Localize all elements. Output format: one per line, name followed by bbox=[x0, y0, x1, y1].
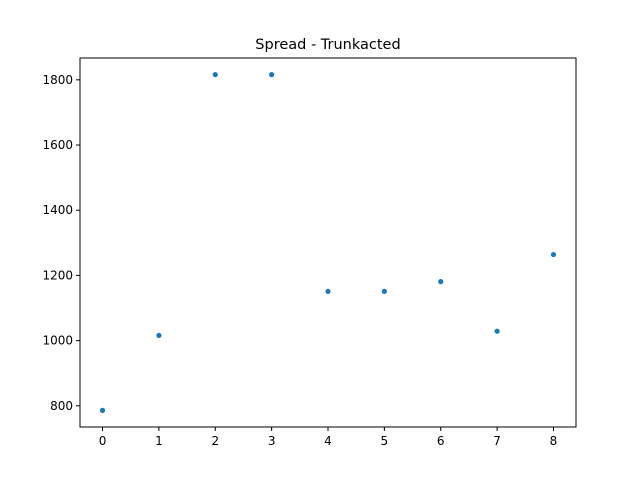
plot-area bbox=[99, 72, 557, 413]
data-point bbox=[156, 332, 162, 339]
y-tick-label: 1600 bbox=[42, 138, 73, 152]
data-point bbox=[550, 251, 557, 258]
y-tick-label: 1000 bbox=[42, 334, 73, 348]
y-tick-label: 800 bbox=[50, 399, 73, 413]
data-point bbox=[325, 288, 331, 294]
data-point bbox=[269, 72, 275, 78]
x-tick-label: 5 bbox=[381, 434, 389, 448]
chart-title: Spread - Trunkacted bbox=[255, 37, 400, 53]
x-tick-label: 1 bbox=[155, 434, 163, 448]
x-tick-label: 7 bbox=[493, 434, 501, 448]
x-tick-label: 8 bbox=[550, 434, 558, 448]
data-point bbox=[99, 407, 106, 413]
x-axis: 0 1 2 3 4 5 6 7 8 bbox=[99, 427, 558, 448]
data-point bbox=[381, 288, 387, 294]
x-tick-label: 0 bbox=[99, 434, 107, 448]
y-tick-label: 1200 bbox=[42, 268, 73, 282]
x-tick-label: 6 bbox=[437, 434, 445, 448]
y-tick-label: 1800 bbox=[42, 73, 73, 87]
x-tick-label: 3 bbox=[268, 434, 276, 448]
y-axis: 800 1000 1200 1400 1600 1800 bbox=[42, 73, 80, 413]
x-tick-label: 4 bbox=[324, 434, 332, 448]
data-point bbox=[438, 279, 444, 285]
data-point bbox=[494, 328, 500, 334]
plot-frame bbox=[79, 57, 577, 428]
x-tick-label: 2 bbox=[211, 434, 219, 448]
data-point bbox=[212, 72, 218, 78]
y-tick-label: 1400 bbox=[42, 203, 73, 217]
